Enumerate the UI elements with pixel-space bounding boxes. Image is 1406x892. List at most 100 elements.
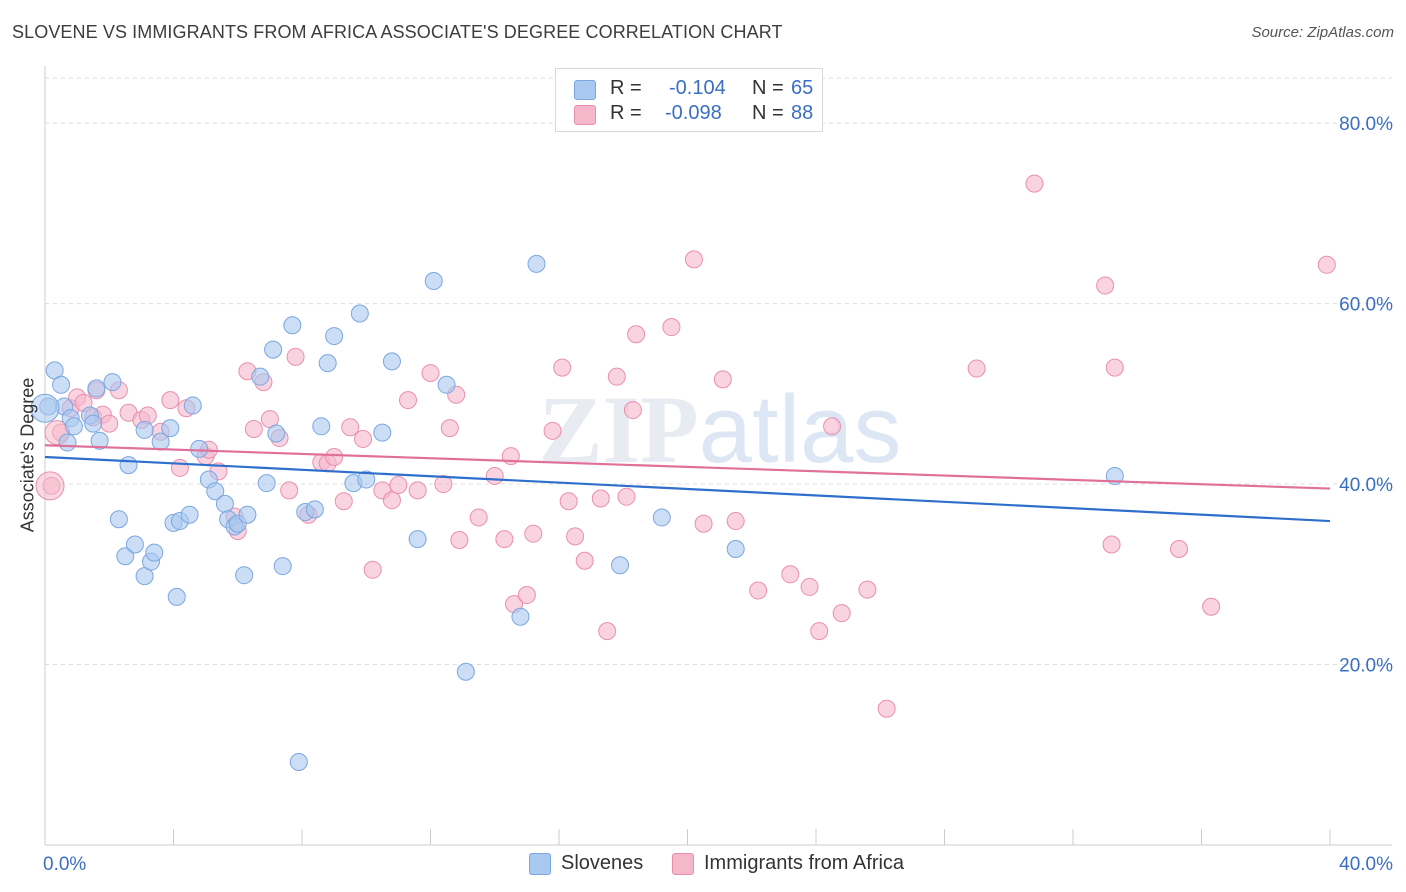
slovenes-point — [116, 547, 135, 566]
slovenes-point — [726, 540, 745, 559]
series-slovenes — [30, 254, 1124, 771]
immigrants-point — [1170, 540, 1189, 559]
immigrants-point — [35, 471, 65, 501]
immigrants-point — [713, 370, 732, 389]
immigrants-point — [408, 481, 427, 500]
slovenes-point — [161, 419, 180, 438]
legend-stats: R = -0.104 N = 65 R = -0.098 N = 88 — [555, 68, 823, 132]
legend-n-label: N = — [752, 102, 784, 124]
immigrants-point — [598, 622, 617, 641]
immigrants-point — [280, 481, 299, 500]
series-immigrants-from-africa — [35, 174, 1336, 718]
immigrants-point — [389, 475, 408, 494]
trend-lines — [44, 444, 1331, 523]
axes — [44, 66, 1392, 846]
legend-swatch-slovenes — [574, 80, 596, 100]
immigrants-point — [1096, 276, 1115, 295]
slovenes-point — [357, 470, 376, 489]
slovenes-point — [652, 508, 671, 527]
slovenes-point — [183, 396, 202, 415]
slovenes-point — [135, 420, 154, 439]
chart-source: Source: ZipAtlas.com — [1251, 24, 1394, 41]
immigrants-point — [1105, 358, 1124, 377]
immigrants-point — [781, 565, 800, 584]
slovenes-point — [511, 607, 530, 626]
slovenes-point — [325, 327, 344, 346]
slovenes-point — [251, 367, 270, 386]
immigrants-point — [334, 492, 353, 511]
immigrants-point — [591, 489, 610, 508]
slovenes-point — [52, 375, 71, 394]
immigrants-point — [341, 418, 360, 437]
slovenes-point — [456, 662, 475, 681]
legend-label-immigrants: Immigrants from Africa — [704, 852, 905, 874]
slovenes-point — [180, 505, 199, 524]
slovenes-point — [167, 587, 186, 606]
immigrants-point — [749, 581, 768, 600]
slovenes-point — [30, 393, 60, 423]
slovenes-point — [90, 431, 109, 450]
immigrants-point — [877, 699, 896, 718]
legend-swatch-slovenes — [529, 853, 551, 875]
slovenes-point — [84, 414, 103, 433]
immigrants-point — [823, 417, 842, 436]
trend-line-slovenes — [44, 455, 1331, 523]
immigrants-point — [524, 524, 543, 543]
slovenes-point — [350, 304, 369, 323]
legend-r-label: R = — [610, 102, 642, 124]
slovenes-point — [238, 505, 257, 524]
immigrants-point — [100, 414, 119, 433]
immigrants-point — [566, 527, 585, 546]
immigrants-point — [469, 508, 488, 527]
immigrants-point — [543, 421, 562, 440]
immigrants-point — [440, 419, 459, 438]
immigrants-point — [1202, 597, 1221, 616]
y-tick-label: 60.0% — [1339, 295, 1393, 316]
chart-title: SLOVENE VS IMMIGRANTS FROM AFRICA ASSOCI… — [12, 22, 783, 42]
immigrants-point — [575, 551, 594, 570]
slovenes-point — [289, 752, 308, 771]
legend-r-value: -0.098 — [665, 102, 722, 124]
slovenes-point — [145, 543, 164, 562]
y-axis-label: Associate's Degree — [17, 377, 38, 533]
legend-r-label: R = — [610, 77, 642, 99]
immigrants-point — [485, 466, 504, 485]
immigrants-point — [726, 512, 745, 531]
slovenes-point — [424, 272, 443, 291]
slovenes-point — [109, 510, 128, 529]
immigrants-point — [1317, 255, 1336, 274]
slovenes-point — [273, 557, 292, 576]
immigrants-point — [858, 580, 877, 599]
immigrants-point — [810, 622, 829, 641]
immigrants-point — [354, 429, 373, 448]
slovenes-point — [283, 316, 302, 335]
immigrants-point — [382, 491, 401, 510]
legend-n-value: 65 — [791, 77, 814, 99]
slovenes-point — [119, 456, 138, 475]
slovenes-point — [437, 375, 456, 394]
immigrants-point — [450, 531, 469, 550]
immigrants-point — [244, 420, 263, 439]
immigrants-point — [607, 367, 626, 386]
legend-swatch-immigrants — [574, 105, 596, 125]
immigrants-point — [286, 347, 305, 366]
slovenes-point — [312, 417, 331, 436]
immigrants-point — [1025, 174, 1044, 193]
immigrants-point — [495, 530, 514, 549]
slovenes-point — [58, 433, 77, 452]
slovenes-point — [103, 373, 122, 392]
immigrants-point — [662, 318, 681, 337]
slovenes-point — [373, 423, 392, 442]
immigrants-point — [325, 447, 344, 466]
y-tick-label: 20.0% — [1339, 656, 1393, 677]
y-tick-label: 80.0% — [1339, 114, 1393, 135]
immigrants-point — [800, 577, 819, 596]
immigrants-point — [553, 358, 572, 377]
immigrants-point — [967, 359, 986, 378]
legend-r-value: -0.104 — [669, 77, 726, 99]
immigrants-point — [170, 458, 189, 477]
slovenes-point — [527, 254, 546, 273]
tick-labels: 20.0% 40.0% 60.0% 80.0% 0.0% 40.0% — [43, 114, 1393, 875]
immigrants-point — [627, 325, 646, 344]
slovenes-point — [125, 535, 144, 554]
